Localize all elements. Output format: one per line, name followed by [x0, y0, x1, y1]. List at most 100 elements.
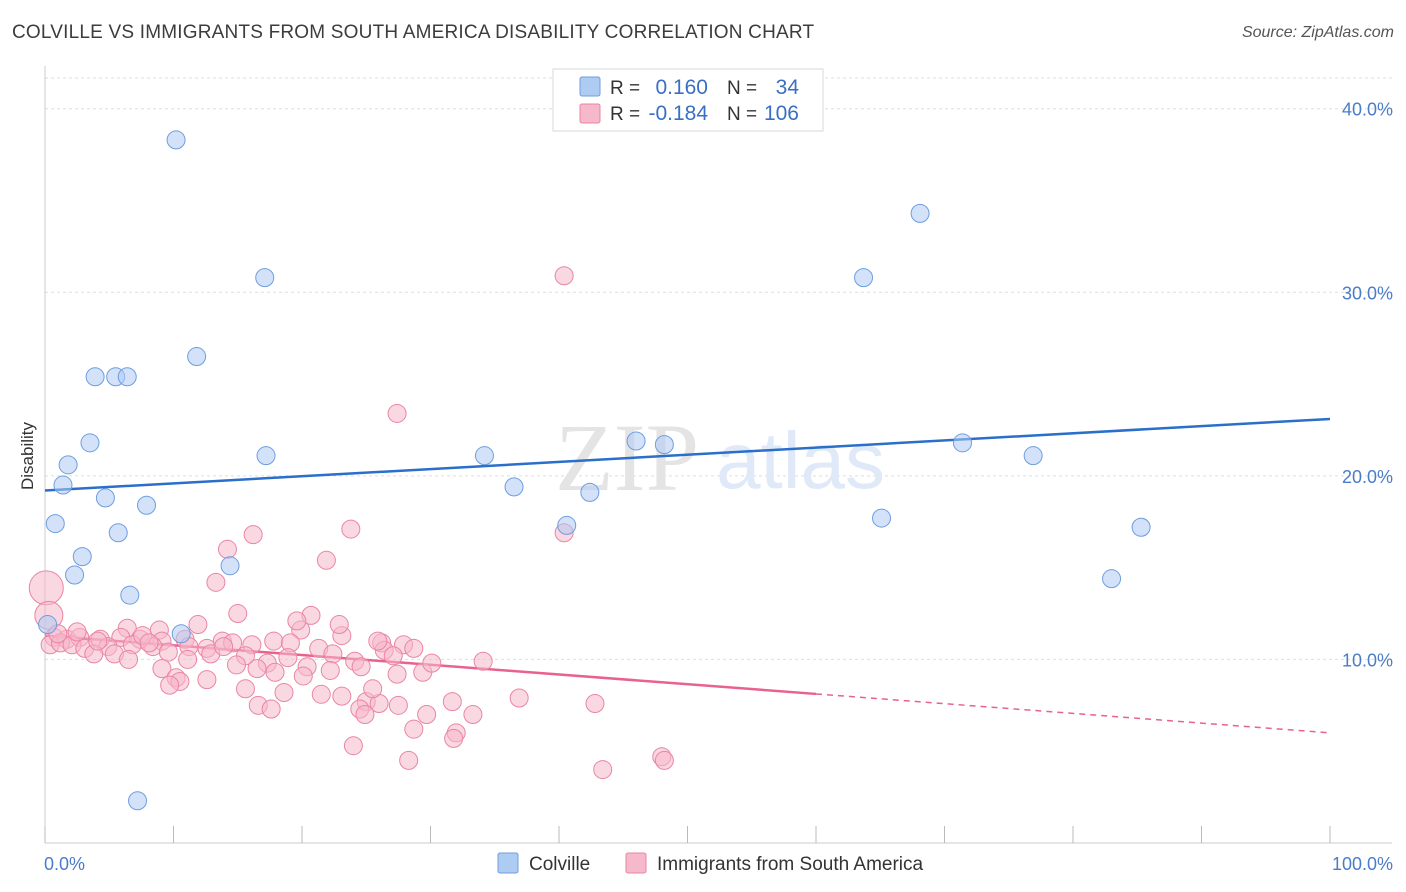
x-tick-labels: 0.0% 100.0%: [44, 854, 1393, 874]
legend-n-label: N =: [727, 78, 757, 99]
legend-r-value: -0.184: [648, 102, 708, 125]
point-immigrants: [152, 659, 172, 679]
point-immigrants: [197, 670, 217, 690]
watermark-atlas: atlas: [716, 416, 885, 505]
point-immigrants: [463, 705, 483, 724]
point-colville: [910, 203, 930, 223]
point-immigrants: [509, 688, 529, 708]
y-tick-label: 40.0%: [1342, 100, 1393, 120]
point-colville: [626, 431, 646, 451]
point-immigrants: [332, 686, 352, 706]
point-immigrants: [264, 631, 284, 651]
legend: R = 0.160 N = 34 R = -0.184 N = 106: [552, 68, 824, 132]
legend-swatch-immigrants: [579, 103, 601, 124]
point-immigrants: [261, 699, 281, 719]
point-colville: [95, 488, 115, 508]
point-immigrants: [387, 403, 407, 423]
bottom-legend-label: Immigrants from South America: [657, 854, 924, 875]
point-immigrants: [228, 604, 248, 624]
point-colville: [256, 446, 276, 466]
point-immigrants: [278, 648, 298, 668]
point-colville: [474, 446, 494, 466]
y-axis-label: Disability: [18, 421, 37, 490]
point-immigrants: [323, 644, 343, 664]
point-colville: [80, 433, 100, 453]
point-colville: [128, 791, 148, 811]
point-colville: [171, 624, 191, 644]
point-immigrants: [585, 693, 605, 713]
point-colville: [220, 556, 240, 576]
point-immigrants: [404, 638, 424, 658]
trend-line-dashed: [815, 693, 1331, 734]
point-colville: [1102, 569, 1122, 589]
point-immigrants: [88, 631, 108, 651]
y-tick-labels: 10.0% 20.0% 30.0% 40.0%: [1342, 100, 1393, 671]
point-immigrants: [67, 622, 87, 642]
point-immigrants: [287, 611, 307, 631]
point-immigrants: [247, 659, 267, 679]
legend-n-label: N =: [727, 104, 757, 125]
point-immigrants: [355, 705, 375, 724]
point-colville: [72, 547, 92, 567]
point-immigrants: [442, 692, 462, 712]
point-colville: [1131, 517, 1151, 537]
x-tick-label: 0.0%: [44, 854, 85, 874]
point-colville: [38, 615, 58, 635]
point-immigrants: [188, 615, 208, 635]
grid: [45, 77, 1392, 660]
bottom-legend: Colville Immigrants from South America: [497, 852, 924, 875]
point-colville: [854, 268, 874, 288]
axes: [44, 66, 1392, 844]
point-immigrants: [422, 653, 442, 673]
point-immigrants: [383, 646, 403, 666]
point-immigrants: [387, 664, 407, 684]
point-colville: [187, 347, 207, 367]
point-immigrants: [274, 682, 294, 702]
point-colville: [580, 482, 600, 502]
legend-swatch-colville: [579, 76, 601, 97]
point-colville: [504, 477, 524, 497]
point-colville: [53, 475, 73, 495]
point-colville: [85, 367, 105, 387]
point-immigrants: [311, 684, 331, 704]
point-colville: [117, 367, 137, 387]
point-immigrants: [265, 662, 285, 682]
point-immigrants: [351, 657, 371, 677]
y-tick-label: 10.0%: [1342, 650, 1393, 670]
legend-r-value: 0.160: [655, 76, 708, 99]
point-immigrants: [235, 679, 255, 699]
point-immigrants: [473, 651, 493, 671]
point-colville: [58, 455, 78, 475]
point-immigrants: [243, 525, 263, 545]
data-points: [28, 130, 1151, 811]
point-immigrants: [368, 631, 388, 651]
point-immigrants: [341, 519, 361, 539]
point-colville: [255, 268, 275, 288]
point-immigrants: [593, 760, 613, 780]
point-immigrants: [417, 705, 437, 724]
point-immigrants: [388, 695, 408, 715]
point-immigrants: [343, 736, 363, 756]
point-immigrants: [139, 633, 159, 653]
point-immigrants: [363, 679, 383, 699]
y-tick-label: 20.0%: [1342, 467, 1393, 487]
trend-line: [44, 417, 1331, 492]
point-colville: [108, 523, 128, 543]
bottom-legend-swatch-colville: [497, 852, 519, 874]
point-colville: [557, 515, 577, 535]
point-immigrants: [404, 719, 424, 739]
legend-r-label: R =: [610, 78, 640, 99]
bottom-legend-label: Colville: [529, 854, 590, 875]
point-immigrants: [158, 642, 178, 662]
legend-n-value: 34: [776, 76, 800, 99]
point-colville: [65, 565, 85, 585]
point-immigrants: [160, 675, 180, 695]
point-immigrants: [206, 572, 226, 592]
point-immigrants: [329, 615, 349, 635]
point-colville: [952, 433, 972, 453]
point-immigrants: [320, 660, 340, 680]
point-immigrants: [226, 655, 246, 675]
y-tick-label: 30.0%: [1342, 283, 1393, 303]
bottom-legend-swatch-immigrants: [625, 852, 647, 874]
